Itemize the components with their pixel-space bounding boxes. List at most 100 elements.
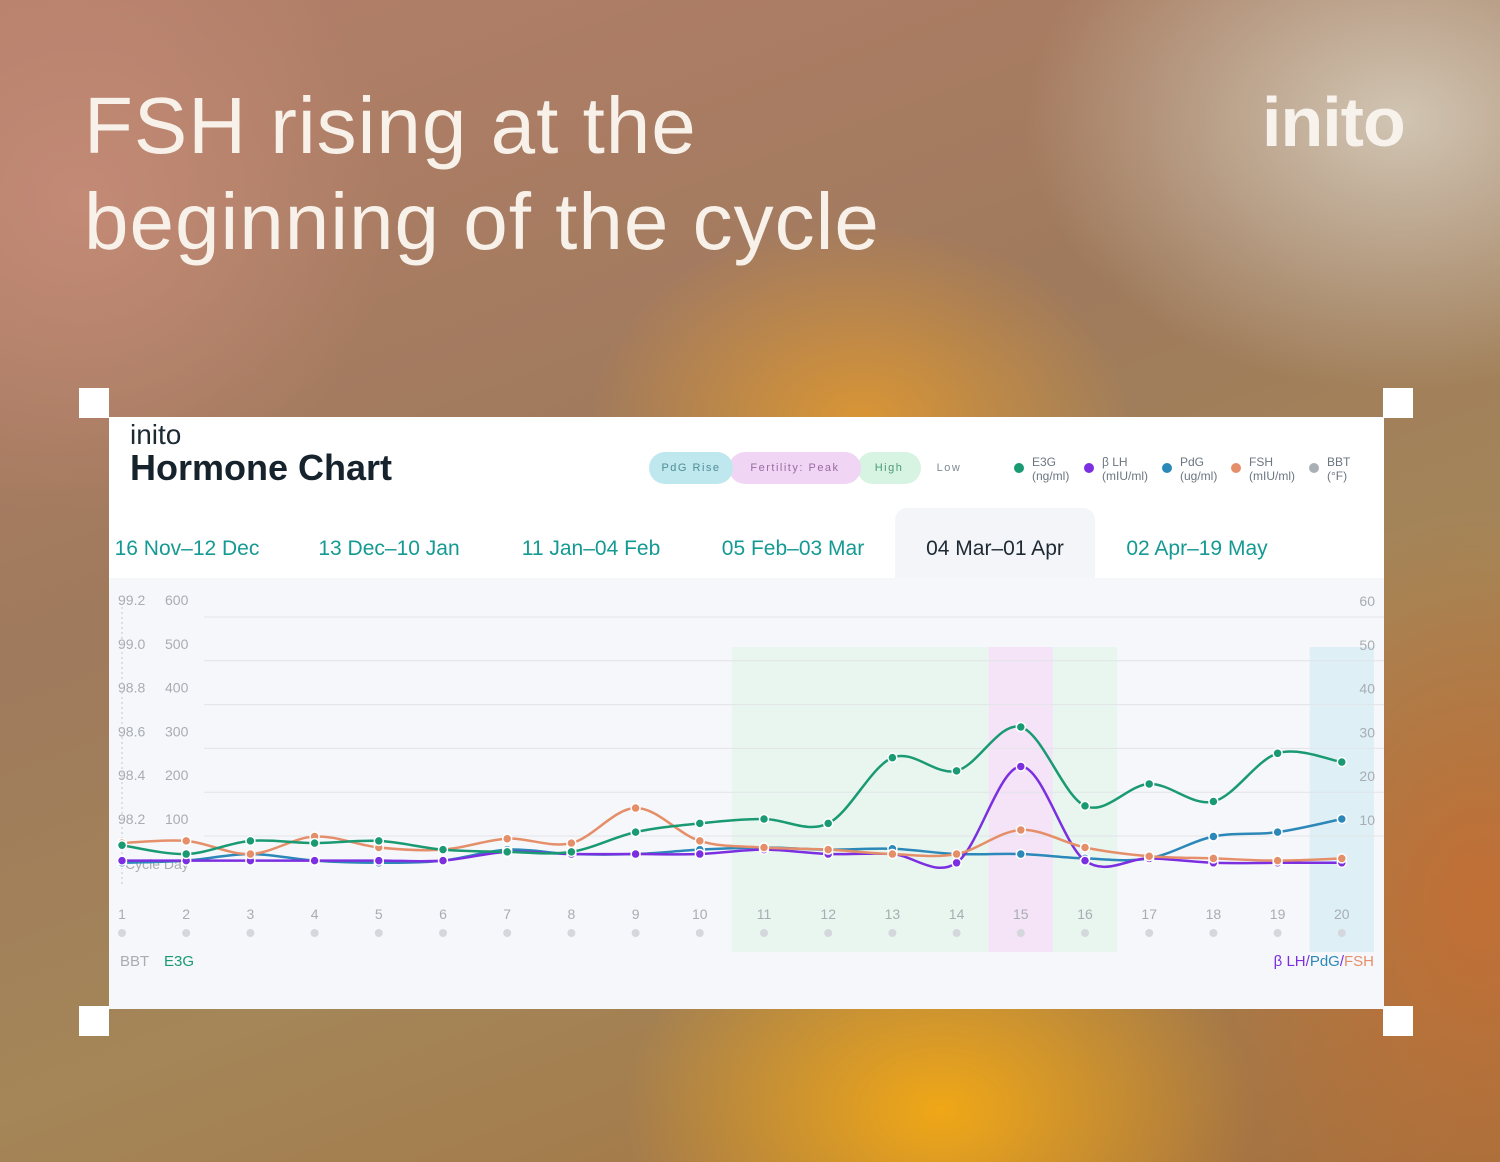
data-point-lh	[1015, 761, 1027, 772]
pill-high: High	[857, 452, 921, 484]
bbt-point	[695, 929, 704, 937]
bbt-point	[1337, 929, 1346, 937]
bbt-tick-label: 98.2	[118, 811, 145, 827]
data-point-lh	[951, 857, 962, 869]
bbt-tick-label: 98.6	[118, 723, 145, 739]
e3g-tick-label: 600	[165, 592, 189, 608]
data-point-fsh	[822, 844, 834, 855]
data-point-fsh	[758, 842, 770, 853]
x-tick-label: 16	[1077, 906, 1093, 922]
hormone-line-chart: 99.2 600 60 99.0 500 50 98.8 400 40 98.6 300 30 98.4…	[116, 592, 1384, 970]
axis-label-right: β LH/PdG/FSH	[1274, 953, 1374, 970]
bbt-point	[310, 929, 319, 937]
data-point-fsh	[245, 848, 256, 860]
axis-label-part: /	[1340, 953, 1345, 970]
legend-label-e3g: E3G	[1032, 455, 1057, 469]
data-point-lh	[309, 855, 320, 866]
data-point-fsh	[566, 837, 577, 849]
bbt-point	[760, 929, 768, 937]
data-point-e3g	[1079, 800, 1091, 812]
bbt-point	[567, 929, 576, 937]
x-tick-label: 5	[375, 906, 383, 922]
x-tick-label: 13	[885, 906, 901, 922]
data-point-e3g	[1143, 778, 1155, 790]
legend-label-fsh: FSH	[1249, 455, 1273, 469]
right-tick-label: 30	[1359, 724, 1375, 740]
x-tick-label: 18	[1206, 906, 1222, 922]
data-point-lh	[694, 848, 706, 860]
data-point-pdg	[1208, 831, 1219, 842]
legend-dot-fsh	[1231, 463, 1241, 473]
x-tick-label: 6	[439, 906, 447, 922]
cycle-tabs: 16 Nov–12 Dec 13 Dec–10 Jan 11 Jan–04 Fe…	[109, 508, 1384, 578]
data-point-lh	[630, 848, 641, 860]
x-tick-label: 4	[311, 906, 319, 922]
legend-unit-pdg: (ug/ml)	[1180, 469, 1218, 483]
legend-label-bbt: BBT	[1327, 455, 1351, 469]
x-tick-label: 12	[820, 906, 836, 922]
bbt-tick-label: 99.2	[118, 592, 145, 608]
e3g-tick-label: 500	[165, 636, 189, 652]
card-title: Hormone Chart	[130, 447, 393, 488]
data-point-lh	[116, 855, 128, 866]
phase-band-1	[988, 647, 1053, 952]
data-point-e3g	[1208, 796, 1219, 807]
data-point-fsh	[630, 802, 641, 814]
bbt-point	[246, 929, 255, 937]
bbt-tick-label: 98.8	[118, 680, 145, 696]
data-point-pdg	[1272, 826, 1283, 838]
bbt-point	[1145, 929, 1154, 937]
data-point-fsh	[1079, 842, 1091, 853]
e3g-tick-label: 100	[165, 811, 189, 827]
crop-handle-top-right[interactable]	[1383, 388, 1413, 418]
bbt-tick-label: 99.0	[118, 636, 145, 652]
bbt-point	[182, 929, 191, 937]
tab-cycle-6[interactable]: 02 Apr–19 May	[1126, 537, 1268, 560]
data-point-lh	[437, 855, 449, 866]
right-tick-label: 10	[1359, 812, 1375, 828]
phase-band-3	[1309, 647, 1374, 952]
pill-pdg-rise: PdG Rise	[649, 452, 733, 484]
data-point-pdg	[1015, 848, 1027, 860]
tab-cycle-2[interactable]: 13 Dec–10 Jan	[318, 537, 460, 560]
series-line-e3g	[121, 725, 1343, 856]
data-point-fsh	[1272, 855, 1283, 866]
x-tick-label: 1	[118, 906, 126, 922]
tab-cycle-4[interactable]: 05 Feb–03 Mar	[721, 537, 865, 560]
bbt-point	[631, 929, 640, 937]
x-tick-label: 19	[1270, 906, 1286, 922]
x-tick-label: 7	[503, 906, 511, 922]
legend-dot-bbt	[1309, 463, 1319, 473]
legend-unit-e3g: (ng/ml)	[1032, 469, 1070, 483]
card-brand-logo: inito	[130, 419, 182, 450]
legend-dot-pdg	[1162, 463, 1172, 473]
e3g-tick-label: 400	[165, 680, 189, 696]
data-point-e3g	[1272, 748, 1283, 759]
axis-label-part: FSH	[1344, 953, 1374, 970]
data-point-fsh	[1015, 824, 1027, 836]
right-tick-label: 20	[1359, 768, 1375, 784]
pill-fertility-peak: Fertility: Peak	[729, 452, 861, 484]
tab-cycle-5-active[interactable]: 04 Mar–01 Apr	[895, 508, 1095, 578]
headline: FSH rising at the beginning of the cycle	[84, 81, 880, 266]
x-tick-label: 8	[568, 906, 576, 922]
legend-unit-bbt: (°F)	[1327, 469, 1348, 483]
cycle-day-label: Cycle Day	[125, 856, 189, 872]
tab-cycle-1[interactable]: 16 Nov–12 Dec	[114, 537, 260, 560]
x-tick-label: 2	[182, 906, 190, 922]
phase-band-2	[1052, 647, 1118, 952]
data-point-e3g	[887, 752, 898, 763]
data-point-e3g	[694, 818, 706, 829]
bbt-point	[118, 929, 126, 937]
bbt-point	[503, 929, 512, 937]
bbt-point	[439, 929, 447, 937]
tab-cycle-3[interactable]: 11 Jan–04 Feb	[521, 537, 661, 560]
crop-handle-bottom-right[interactable]	[1383, 1006, 1413, 1036]
x-tick-label: 15	[1013, 906, 1029, 922]
crop-handle-top-left[interactable]	[79, 388, 109, 418]
crop-handle-bottom-left[interactable]	[79, 1006, 109, 1036]
axis-label-bbt: BBT	[120, 953, 149, 970]
data-point-e3g	[501, 846, 513, 858]
data-point-e3g	[437, 844, 449, 855]
data-point-lh	[1079, 855, 1091, 866]
